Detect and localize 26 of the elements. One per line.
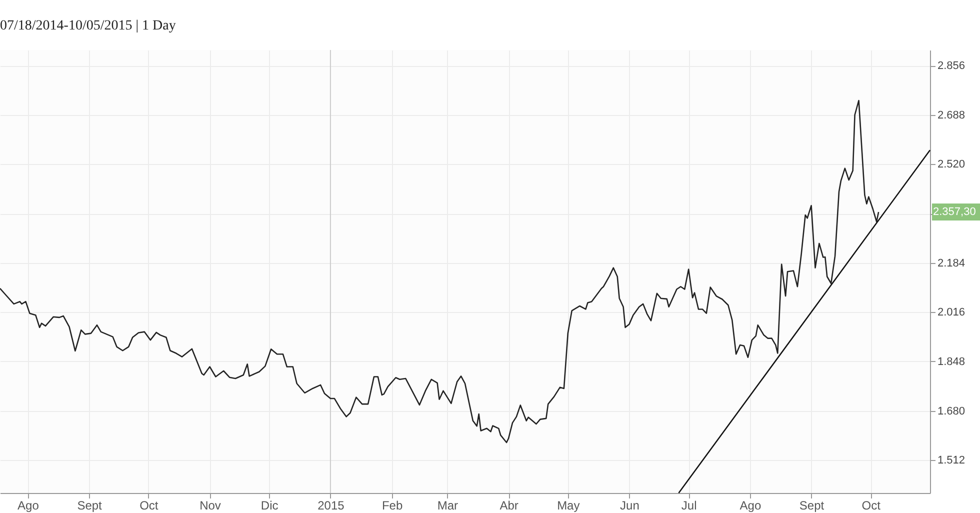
x-tick-label: 2015 bbox=[318, 498, 345, 512]
line-series bbox=[0, 100, 880, 444]
y-tick-label: 2.016 bbox=[938, 306, 966, 319]
y-tick-label: 2.856 bbox=[938, 60, 966, 72]
x-tick-label: Sept bbox=[799, 498, 825, 512]
y-tick-label: 1.512 bbox=[938, 454, 966, 467]
chart-title: 07/18/2014-10/05/2015 | 1 Day bbox=[0, 18, 176, 34]
x-tick-label: Sept bbox=[77, 498, 103, 512]
text: 2.357,30 bbox=[933, 206, 976, 218]
x-tick-label: Ago bbox=[740, 498, 762, 512]
x-tick-label: Jul bbox=[681, 498, 697, 512]
x-tick-label: Oct bbox=[862, 498, 882, 512]
y-tick-label: 1.848 bbox=[938, 356, 966, 368]
x-tick-label: Ago bbox=[18, 498, 40, 512]
x-tick-label: May bbox=[557, 498, 580, 512]
y-tick-label: 2.184 bbox=[938, 257, 966, 270]
x-tick-label: Feb bbox=[382, 498, 403, 512]
x-tick-label: Jun bbox=[620, 498, 640, 512]
x-tick-label: Oct bbox=[140, 498, 159, 512]
y-tick-label: 2.520 bbox=[938, 158, 966, 171]
x-tick-label: Mar bbox=[437, 498, 458, 512]
x-tick-label: Dic bbox=[260, 498, 278, 512]
y-tick-label: 2.688 bbox=[938, 109, 966, 122]
x-tick-label: Abr bbox=[500, 498, 518, 512]
y-tick-label: 1.680 bbox=[938, 405, 966, 418]
x-tick-label: Nov bbox=[200, 498, 221, 512]
